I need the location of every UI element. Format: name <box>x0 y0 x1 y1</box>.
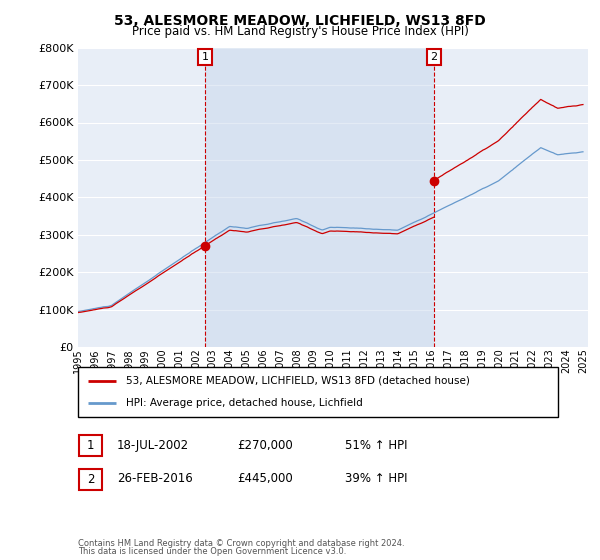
Text: 53, ALESMORE MEADOW, LICHFIELD, WS13 8FD: 53, ALESMORE MEADOW, LICHFIELD, WS13 8FD <box>114 14 486 28</box>
Text: £445,000: £445,000 <box>237 472 293 486</box>
Text: HPI: Average price, detached house, Lichfield: HPI: Average price, detached house, Lich… <box>126 398 363 408</box>
Bar <box>205 48 434 347</box>
Text: Price paid vs. HM Land Registry's House Price Index (HPI): Price paid vs. HM Land Registry's House … <box>131 25 469 38</box>
Text: Contains HM Land Registry data © Crown copyright and database right 2024.: Contains HM Land Registry data © Crown c… <box>78 539 404 548</box>
Text: 26-FEB-2016: 26-FEB-2016 <box>117 472 193 486</box>
Text: 2: 2 <box>87 473 94 486</box>
Text: 18-JUL-2002: 18-JUL-2002 <box>117 438 189 452</box>
Text: 39% ↑ HPI: 39% ↑ HPI <box>345 472 407 486</box>
Text: 51% ↑ HPI: 51% ↑ HPI <box>345 438 407 452</box>
Text: 1: 1 <box>202 52 208 62</box>
Text: 2: 2 <box>430 52 437 62</box>
Text: £270,000: £270,000 <box>237 438 293 452</box>
Text: 1: 1 <box>87 439 94 452</box>
Text: This data is licensed under the Open Government Licence v3.0.: This data is licensed under the Open Gov… <box>78 547 346 556</box>
Text: 53, ALESMORE MEADOW, LICHFIELD, WS13 8FD (detached house): 53, ALESMORE MEADOW, LICHFIELD, WS13 8FD… <box>126 376 470 386</box>
